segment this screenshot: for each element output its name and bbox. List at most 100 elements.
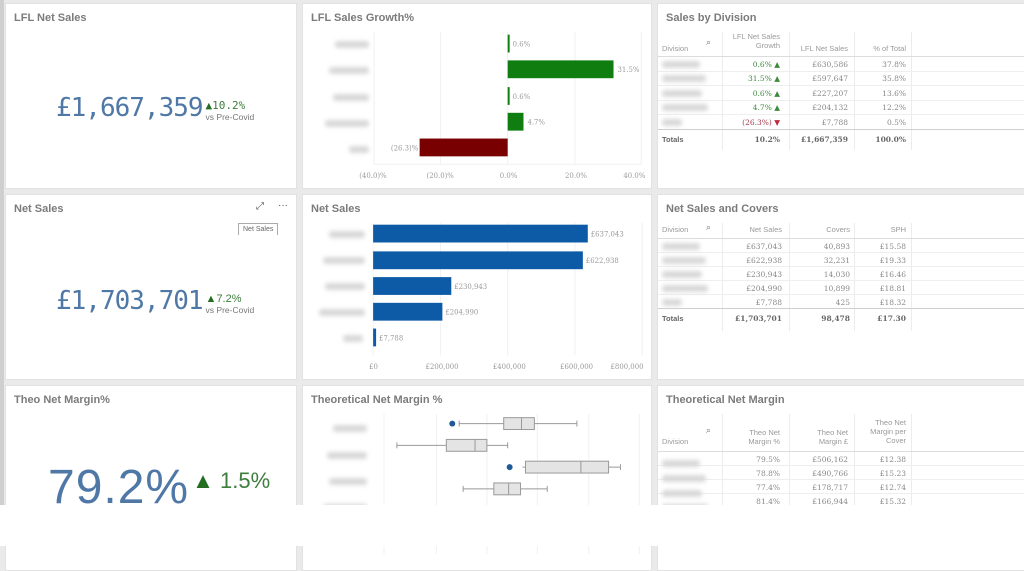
category-label bbox=[333, 425, 367, 432]
panel-lfl-net-sales[interactable]: LFL Net Sales £1,667,359 ▲10.2% vs Pre-C… bbox=[5, 3, 297, 189]
svg-text:£7,788: £7,788 bbox=[379, 334, 403, 342]
category-label bbox=[329, 231, 365, 238]
bar bbox=[373, 328, 377, 347]
svg-text:(40.0)%: (40.0)% bbox=[359, 172, 387, 180]
up-triangle-icon: ▲ bbox=[192, 468, 214, 493]
svg-text:0.6%: 0.6% bbox=[513, 41, 531, 49]
division-cell bbox=[662, 75, 706, 82]
svg-text:0.0%: 0.0% bbox=[500, 172, 518, 180]
column-header-division[interactable]: Division bbox=[662, 225, 689, 234]
category-label bbox=[325, 283, 365, 290]
lfl-cell: £630,586 bbox=[812, 60, 848, 69]
column-header-pct-total[interactable]: % of Total bbox=[873, 44, 906, 53]
panel-sales-by-division[interactable]: Sales by Division Division ⌕ LFL Net Sal… bbox=[657, 3, 1024, 189]
category-label bbox=[333, 94, 369, 101]
column-header-margin-pct[interactable]: Theo Net Margin % bbox=[748, 428, 780, 446]
more-options-icon[interactable]: ··· bbox=[278, 200, 288, 211]
division-cell bbox=[662, 299, 682, 306]
bar bbox=[507, 112, 524, 131]
covers-cell: 10,899 bbox=[823, 284, 850, 293]
panel-net-sales-kpi[interactable]: Net Sales ⤢ ··· Net Sales £1,703,701 ▲7.… bbox=[5, 194, 297, 380]
kpi: £1,667,359 ▲10.2% vs Pre-Covid bbox=[56, 94, 254, 122]
search-icon[interactable]: ⌕ bbox=[706, 426, 712, 436]
totals-pct: 100.0% bbox=[875, 135, 906, 144]
search-icon[interactable]: ⌕ bbox=[706, 223, 712, 233]
bar bbox=[373, 251, 583, 270]
growth-cell: (26.3%) ▼ bbox=[742, 118, 780, 127]
svg-text:£0: £0 bbox=[369, 363, 378, 371]
svg-text:(26.3)%: (26.3)% bbox=[391, 144, 419, 152]
expand-icon[interactable]: ⤢ bbox=[256, 201, 264, 212]
panel-net-sales-chart[interactable]: Net Sales £637,043 £622,938 £230,943 £20… bbox=[302, 194, 652, 380]
svg-text:£200,000: £200,000 bbox=[426, 363, 459, 371]
margin-pct-cell: 77.4% bbox=[756, 483, 780, 492]
column-header-margin-per-cover[interactable]: Theo Net Margin per Cover bbox=[870, 418, 906, 445]
svg-text:£204,990: £204,990 bbox=[445, 309, 478, 317]
column-header-margin-gbp[interactable]: Theo Net Margin £ bbox=[817, 428, 848, 446]
totals-label: Totals bbox=[662, 314, 684, 323]
net-sales-bar-chart: £637,043 £622,938 £230,943 £204,990 £7,7… bbox=[369, 222, 644, 371]
margin-gbp-cell: £178,717 bbox=[812, 483, 848, 492]
division-cell bbox=[662, 104, 708, 111]
svg-text:£230,943: £230,943 bbox=[454, 283, 487, 291]
svg-text:£600,000: £600,000 bbox=[560, 363, 593, 371]
svg-text:20.0%: 20.0% bbox=[565, 172, 587, 180]
category-label bbox=[349, 146, 369, 153]
division-cell bbox=[662, 243, 700, 250]
lfl-cell: £227,207 bbox=[812, 89, 848, 98]
kpi-delta: ▲7.2% bbox=[205, 293, 242, 305]
column-header-net-sales[interactable]: Net Sales bbox=[749, 225, 782, 234]
growth-cell: 0.6% ▲ bbox=[752, 60, 780, 69]
margin-per-cover-cell: £15.32 bbox=[879, 497, 906, 506]
margin-gbp-cell: £490,766 bbox=[812, 469, 848, 478]
column-header-covers[interactable]: Covers bbox=[826, 225, 850, 234]
column-header-sph[interactable]: SPH bbox=[890, 225, 906, 234]
growth-cell: 0.6% ▲ bbox=[752, 89, 780, 98]
division-cell bbox=[662, 285, 708, 292]
covers-cell: 425 bbox=[835, 298, 850, 307]
kpi: 79.2% ▲ 1.5% bbox=[48, 464, 270, 512]
search-icon[interactable]: ⌕ bbox=[706, 38, 712, 48]
column-header-division[interactable]: Division bbox=[662, 44, 689, 53]
column-header-growth[interactable]: LFL Net Sales Growth bbox=[732, 32, 780, 50]
kpi: £1,703,701 ▲7.2% vs Pre-Covid bbox=[56, 287, 254, 315]
kpi-delta: ▲ 1.5% bbox=[192, 468, 271, 493]
panel-title: Net Sales bbox=[311, 203, 361, 215]
sales-by-division-table: Division ⌕ LFL Net Sales Growth LFL Net … bbox=[658, 4, 1024, 188]
panel-lfl-sales-growth[interactable]: LFL Sales Growth% 0.6% 31.5% 0.6% 4.7% (… bbox=[302, 3, 652, 189]
column-header-lfl-net-sales[interactable]: LFL Net Sales bbox=[800, 44, 848, 53]
totals-label: Totals bbox=[662, 135, 684, 144]
svg-text:0.6%: 0.6% bbox=[513, 93, 531, 101]
kpi-subtitle: vs Pre-Covid bbox=[205, 112, 255, 122]
bottom-overlay bbox=[0, 505, 1024, 546]
outlier-dot bbox=[506, 464, 513, 471]
panel-title: Theoretical Net Margin bbox=[666, 394, 785, 406]
up-triangle-icon: ▲ bbox=[774, 60, 780, 69]
category-label bbox=[319, 309, 365, 316]
panel-net-sales-covers[interactable]: Net Sales and Covers Division ⌕ Net Sale… bbox=[657, 194, 1024, 380]
margin-pct-cell: 78.8% bbox=[756, 469, 780, 478]
category-label bbox=[329, 67, 369, 74]
panel-title: Theoretical Net Margin % bbox=[311, 394, 443, 406]
pct-cell: 12.2% bbox=[882, 103, 906, 112]
division-cell bbox=[662, 271, 702, 278]
panel-title: LFL Net Sales bbox=[14, 12, 87, 24]
lfl-cell: £204,132 bbox=[812, 103, 848, 112]
lfl-cell: £7,788 bbox=[821, 118, 848, 127]
net-sales-cell: £204,990 bbox=[746, 284, 782, 293]
kpi-subtitle: vs Pre-Covid bbox=[205, 305, 255, 315]
panel-title: LFL Sales Growth% bbox=[311, 12, 415, 24]
sph-cell: £18.81 bbox=[879, 284, 906, 293]
column-header-division[interactable]: Division bbox=[662, 437, 689, 446]
covers-cell: 14,030 bbox=[823, 270, 850, 279]
pct-cell: 0.5% bbox=[886, 118, 906, 127]
margin-per-cover-cell: £15.23 bbox=[879, 469, 906, 478]
kpi-value: £1,703,701 bbox=[56, 286, 204, 316]
covers-cell: 40,893 bbox=[823, 242, 850, 251]
svg-text:£622,938: £622,938 bbox=[586, 257, 619, 265]
down-triangle-icon: ▼ bbox=[774, 118, 780, 127]
net-sales-cell: £7,788 bbox=[755, 298, 782, 307]
bar bbox=[507, 87, 510, 105]
bar bbox=[507, 34, 510, 53]
panel-title: Net Sales and Covers bbox=[666, 203, 779, 215]
